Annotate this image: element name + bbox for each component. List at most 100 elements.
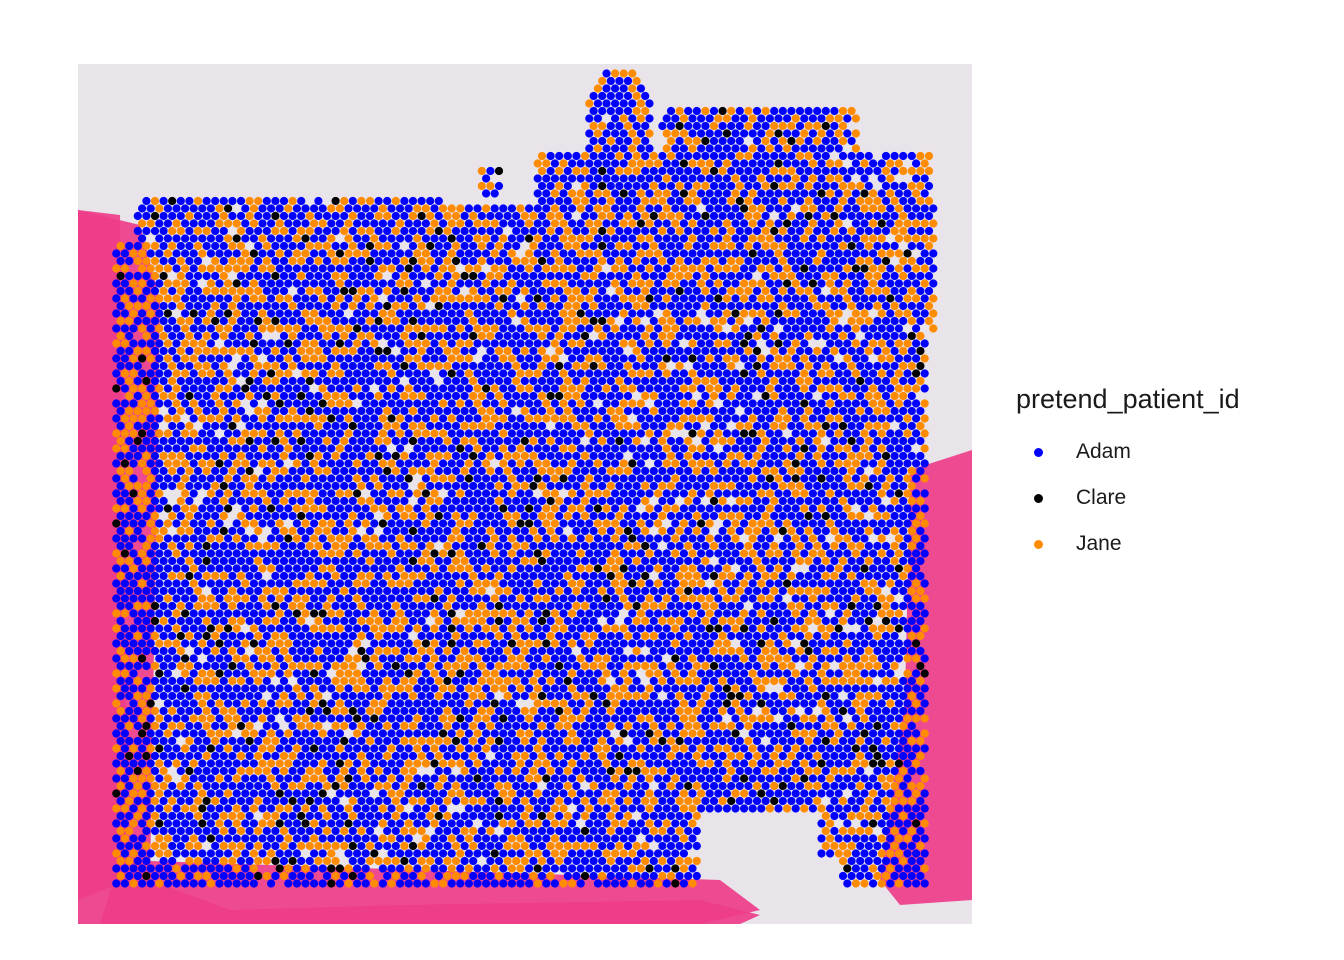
spot-adam [421,534,430,543]
spot-adam [215,519,224,528]
spot-jane [275,369,284,378]
spot-jane [198,414,207,423]
spot-adam [361,324,370,333]
spot-adam [155,279,164,288]
spot-jane [589,271,598,281]
spot-jane [456,399,465,408]
spot-adam [654,369,663,378]
spot-adam [254,481,263,491]
spot-adam [275,354,284,363]
spot-adam [327,279,336,288]
spot-adam [116,301,125,311]
spot-jane [727,481,736,491]
spot-adam [744,466,753,476]
spot-adam [327,339,336,348]
spot-adam [451,391,461,401]
spot-adam [563,436,572,446]
spot-adam [654,429,663,438]
spot-adam [881,196,891,206]
spot-adam [632,511,641,521]
spot-adam [348,226,357,236]
spot-adam [516,474,525,483]
spot-adam [193,436,203,446]
spot-jane [864,196,873,206]
spot-adam [718,361,727,371]
spot-adam [159,541,168,551]
spot-adam [417,271,426,281]
spot-adam [245,451,254,461]
spot-adam [606,76,615,86]
spot-adam [499,249,508,258]
spot-jane [112,429,121,438]
spot-jane [611,414,620,423]
spot-adam [757,249,766,258]
spot-adam [813,481,822,491]
spot-jane [486,181,495,191]
spot-adam [774,114,783,123]
spot-adam [744,481,753,491]
spot-adam [791,414,800,423]
spot-adam [421,369,430,378]
spot-adam [890,346,899,356]
spot-adam [580,466,590,476]
spot-jane [288,361,297,371]
spot-jane [262,256,271,266]
spot-jane [391,466,400,476]
spot-adam [641,256,650,266]
spot-adam [748,354,757,363]
spot-adam [477,286,486,296]
spot-jane [748,474,757,483]
spot-adam [206,249,215,258]
spot-adam [383,496,392,506]
spot-jane [413,489,422,498]
spot-adam [589,346,598,356]
spot-adam [215,309,224,318]
spot-jane [821,361,830,371]
spot-adam [735,226,744,236]
spot-adam [451,436,461,446]
spot-adam [477,226,486,236]
spot-adam [752,376,762,386]
spot-jane [658,226,667,236]
spot-adam [598,421,607,431]
spot-clare [709,166,719,176]
spot-adam [869,474,878,483]
spot-adam [482,174,491,183]
spot-adam [602,474,611,483]
spot-adam [310,264,319,273]
spot-adam [572,151,581,161]
spot-adam [838,436,848,446]
spot-adam [172,474,181,483]
spot-clare [301,234,310,243]
spot-adam [765,369,775,378]
spot-adam [378,234,387,243]
spot-adam [378,399,387,408]
spot-jane [662,129,671,138]
spot-adam [675,346,684,356]
spot-jane [778,196,787,206]
spot-jane [585,219,594,228]
spot-jane [701,286,710,296]
spot-adam [705,189,714,198]
spot-jane [877,549,886,558]
spot-jane [920,444,929,453]
spot-jane [847,511,856,521]
spot-adam [641,226,650,236]
spot-adam [563,556,572,566]
spot-adam [193,526,203,536]
spot-jane [125,301,134,311]
spot-adam [847,211,856,221]
spot-jane [877,234,886,243]
spot-adam [800,249,809,258]
spot-adam [271,196,280,206]
spot-adam [357,421,366,431]
spot-adam [907,406,916,416]
spot-adam [654,204,663,213]
spot-adam [847,286,856,296]
spot-jane [185,421,194,431]
spot-clare [752,361,762,371]
spot-jane [611,264,620,273]
spot-adam [774,399,783,408]
spot-adam [258,504,267,513]
spot-adam [641,121,650,131]
